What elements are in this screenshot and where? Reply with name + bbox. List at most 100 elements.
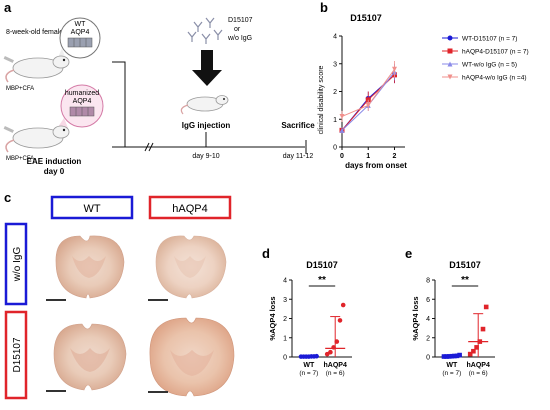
chart-d-ytick-label: 2 xyxy=(283,316,287,323)
antibody-name: D15107 xyxy=(228,17,253,24)
chart-b-legend-marker xyxy=(447,74,453,80)
tissue-wt-woigg xyxy=(40,224,138,307)
wt-column-header xyxy=(50,195,134,220)
panel-d: d D15107 %AQP4 loss 0 1 2 3 4 WT(n = 7) hAQP4(n … xyxy=(262,246,352,377)
chart-e-point xyxy=(483,304,489,310)
wt-aqp4-label: AQP4 xyxy=(71,29,90,36)
chart-b-xlabel: days from onset xyxy=(345,161,407,170)
panel-label-c: c xyxy=(4,190,11,205)
sacrifice-day: day 11-12 xyxy=(283,153,314,160)
chart-b-legend-label: hAQP4-w/o IgG (n =4) xyxy=(462,75,527,82)
wt-column-label: WT xyxy=(83,203,100,215)
row-wo-igg-header xyxy=(4,222,28,306)
haqp4-column-label: hAQP4 xyxy=(172,203,207,215)
chart-d-category-n: (n = 6) xyxy=(326,370,345,377)
humanized-aqp4-icon: humanized AQP4 xyxy=(60,84,104,128)
chart-b-xtick-label: 0 xyxy=(340,153,344,160)
chart-e-significance: ** xyxy=(461,275,469,286)
chart-d-category-n: (n = 7) xyxy=(299,370,318,377)
chart-b-ytick-label: 4 xyxy=(333,34,337,41)
injection-day: day 9-10 xyxy=(192,153,219,160)
chart-b-legend-label: WT-D15107 (n = 7) xyxy=(462,36,517,43)
chart-d-ylabel: %AQP4 loss xyxy=(268,296,277,340)
chart-e-point xyxy=(474,345,479,350)
chart-b-ytick-label: 3 xyxy=(333,61,337,68)
panel-label-a: a xyxy=(4,0,12,15)
rat-bottom-icon: MBP+CFA xyxy=(3,125,70,162)
chart-e-point xyxy=(467,351,473,357)
chart-b-legend-marker xyxy=(447,48,453,54)
chart-e-category-label: WT xyxy=(446,362,458,369)
igg-injection: IgG injection xyxy=(182,121,231,130)
chart-e-category-n: (n = 7) xyxy=(442,370,461,377)
chart-e-ytick-label: 2 xyxy=(426,335,430,342)
chart-e-point xyxy=(457,352,462,358)
chart-b-legend-marker xyxy=(447,35,453,41)
chart-d-title: D15107 xyxy=(306,260,338,270)
haqp4-column-header xyxy=(148,195,232,220)
chart-e-category-n: (n = 6) xyxy=(469,370,488,377)
rat-top-icon: MBP+CFA xyxy=(3,55,70,92)
panel-label-b: b xyxy=(320,0,328,15)
panel-label-d: d xyxy=(262,246,270,261)
chart-d-ytick-label: 3 xyxy=(283,297,287,304)
chart-b-legend-label: WT-w/o IgG (n = 5) xyxy=(462,62,517,69)
chart-e-ytick-label: 6 xyxy=(426,297,430,304)
chart-d-ytick-label: 1 xyxy=(283,335,287,342)
chart-b-point xyxy=(392,66,397,72)
chart-d-point xyxy=(328,349,333,355)
mbp-cfa-bottom: MBP+CFA xyxy=(6,156,34,162)
chart-d-ytick-label: 0 xyxy=(283,355,287,362)
chart-b-legend-label: hAQP4-D15107 (n = 7) xyxy=(462,49,529,56)
chart-d: D15107 %AQP4 loss 0 1 2 3 4 WT(n = 7) hAQP4(n = … xyxy=(268,260,352,377)
humanized-aqp4-label: AQP4 xyxy=(73,98,92,105)
rats-desc: 8-week-old female rats xyxy=(6,29,77,36)
chart-b-point xyxy=(365,102,371,108)
panel-c: c WT hAQP4 w/o IgG D15107 xyxy=(4,190,240,400)
chart-b-ytick-label: 2 xyxy=(333,89,337,96)
antibody-none: w/o IgG xyxy=(227,35,252,42)
humanized-label: humanized xyxy=(65,90,99,97)
row-d15107-label: D15107 xyxy=(12,337,23,372)
chart-b-plot: 0 1 2 3 4 0 1 2 xyxy=(333,34,405,160)
eae-induction: EAE induction xyxy=(27,157,82,166)
sacrifice-label: Sacrifice xyxy=(281,121,315,130)
chart-d-category-label: hAQP4 xyxy=(324,362,347,369)
chart-b-ytick-label: 1 xyxy=(333,117,337,124)
chart-d-significance: ** xyxy=(318,275,326,286)
chart-b-title: D15107 xyxy=(350,13,382,23)
chart-e-category-label: hAQP4 xyxy=(467,362,490,369)
chart-d-point xyxy=(337,318,343,323)
tissue-haqp4-woigg xyxy=(142,224,240,307)
eae-day: day 0 xyxy=(44,167,65,176)
rat-injection-icon xyxy=(180,95,229,115)
chart-e-point xyxy=(480,326,486,332)
chart-e-ytick-label: 4 xyxy=(426,316,430,323)
row-d15107-header xyxy=(4,310,28,400)
chart-b-xtick-label: 1 xyxy=(366,153,370,160)
chart-e-title: D15107 xyxy=(449,260,481,270)
chart-e: D15107 %AQP4 loss 0 2 4 6 8 WT(n = 7) hAQP4(n = … xyxy=(411,260,495,377)
tissue-wt-d15107 xyxy=(40,312,138,398)
down-arrow-icon xyxy=(192,50,222,86)
chart-e-ylabel: %AQP4 loss xyxy=(411,296,420,340)
panel-b: b D15107 clinical disability score days … xyxy=(318,0,529,170)
chart-b-xtick-label: 2 xyxy=(393,153,397,160)
chart-b-point xyxy=(339,127,345,133)
chart-b-legend: WT-D15107 (n = 7) hAQP4-D15107 (n = 7) WT-… xyxy=(442,35,529,82)
chart-e-point xyxy=(471,348,476,354)
panel-a: a 8-week-old female rats WT AQP4 humaniz… xyxy=(3,0,315,176)
chart-b-legend-marker xyxy=(447,61,453,67)
chart-e-ytick-label: 0 xyxy=(426,355,430,362)
tissue-haqp4-d15107 xyxy=(142,312,240,398)
panel-e: e D15107 %AQP4 loss 0 2 4 6 8 WT(n = 7) hAQP4(n … xyxy=(405,246,495,377)
wt-label: WT xyxy=(75,21,87,28)
wt-aqp4-icon: WT AQP4 xyxy=(59,17,101,59)
panel-label-e: e xyxy=(405,246,412,261)
mbp-cfa-top: MBP+CFA xyxy=(6,86,34,92)
row-wo-igg-label: w/o IgG xyxy=(12,247,23,283)
chart-d-category-label: WT xyxy=(303,362,315,369)
chart-b-ytick-label: 0 xyxy=(333,145,337,152)
chart-e-ytick-label: 8 xyxy=(426,278,430,285)
